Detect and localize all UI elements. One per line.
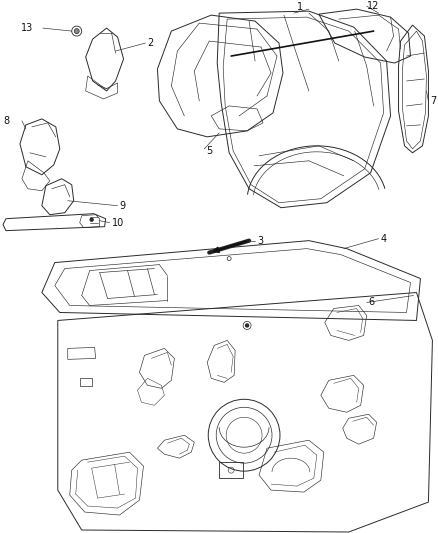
- Circle shape: [74, 29, 79, 34]
- Circle shape: [90, 218, 93, 221]
- Text: 7: 7: [431, 96, 437, 106]
- Text: 10: 10: [112, 217, 124, 228]
- Text: 4: 4: [381, 233, 387, 244]
- Text: 2: 2: [148, 38, 154, 48]
- Text: 13: 13: [21, 23, 33, 33]
- Text: 6: 6: [369, 297, 375, 308]
- Circle shape: [246, 324, 249, 327]
- Text: 5: 5: [206, 146, 212, 156]
- Text: 3: 3: [257, 236, 263, 246]
- Text: 12: 12: [367, 1, 379, 11]
- Text: 9: 9: [120, 201, 126, 211]
- Text: 1: 1: [297, 2, 303, 12]
- Text: 8: 8: [4, 116, 10, 126]
